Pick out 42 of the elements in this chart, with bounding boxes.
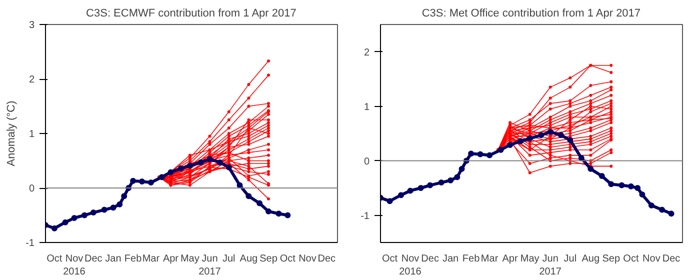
x-tick-label: Oct [623,254,639,264]
x-tick-label: Jun 2017 [539,254,562,278]
x-tick-label: Oct [280,254,296,264]
x-tick-label: Apr [502,254,518,264]
y-tick-label: -1 [360,210,370,222]
x-tick-label: Aug [582,254,600,264]
x-tick-label: Nov [298,254,316,264]
x-tick-label: May [180,254,200,264]
x-tick-label: Jul [222,254,236,264]
x-tick-label: Nov 2016 [63,254,86,278]
x-tick-label: Mar [142,254,160,264]
x-tick-label: Nov [642,254,660,264]
x-tick-label: Jan [105,254,122,264]
x-tick-label: Mar [480,254,499,264]
x-tick-label: Dec [662,254,680,264]
y-tick-label: 2 [28,74,35,86]
x-tick-label: Jul [564,254,577,264]
x-tick-label: Dec [421,254,439,264]
x-tick-label: Dec [84,254,102,264]
x-tick-label: Dec [318,254,336,264]
y-tick-label: 2 [364,47,370,58]
x-tick-label: Apr [162,254,180,264]
chart-title: C3S: Met Office contribution from 1 Apr 2017 [422,8,641,20]
y-tick-label: 0 [28,184,35,194]
x-tick-label: Sep [260,254,278,264]
x-tick-label: Oct [382,254,398,264]
y-tick-label: 0 [364,156,370,168]
x-tick-label: Sep [602,254,620,264]
x-tick-label: Jan [442,254,459,264]
y-tick-label: 1 [28,129,35,140]
x-tick-label: Aug [240,254,258,264]
x-tick-label: Feb [462,254,480,264]
x-tick-label: Feb [124,254,142,264]
chart-title: C3S: ECMWF contribution from 1 Apr 2017 [86,8,296,20]
y-tick-label: 1 [364,102,370,113]
y-tick-label: 3 [28,20,35,31]
x-tick-label: Jun 2017 [198,254,222,278]
y-tick-label: -1 [26,238,35,249]
x-tick-label: May [520,254,540,264]
y-axis-title: Anomaly (°C) [6,100,18,166]
x-tick-label: Oct [46,254,62,264]
x-tick-label: Nov 2016 [399,254,422,278]
